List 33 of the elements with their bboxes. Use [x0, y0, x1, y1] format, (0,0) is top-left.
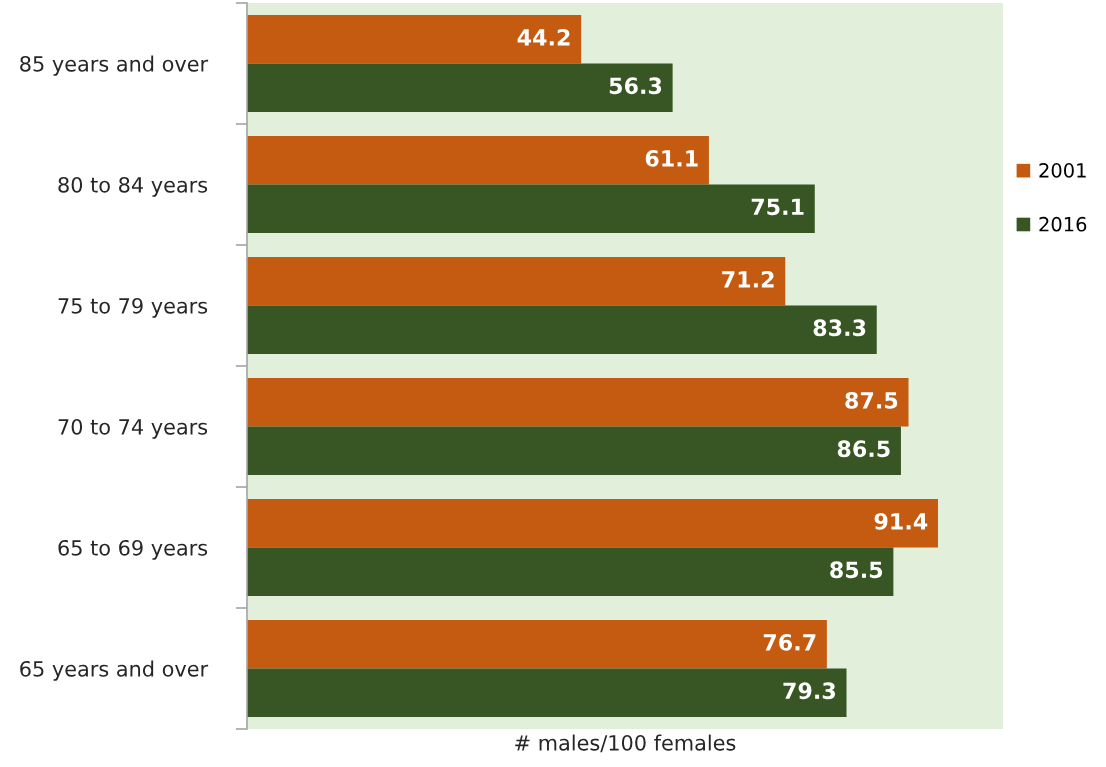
y-tick-label: 65 years and over — [20, 660, 209, 681]
data-label: 76.7 — [763, 633, 816, 651]
bar — [247, 668, 847, 717]
bar — [247, 499, 938, 548]
bar — [247, 184, 815, 233]
bar — [247, 620, 827, 669]
x-axis-title: # males/100 females — [515, 734, 736, 753]
y-tick-label: 70 to 74 years — [58, 418, 208, 439]
data-label: 71.2 — [722, 270, 774, 288]
legend-label: 2001 — [1039, 163, 1086, 178]
bar — [247, 378, 909, 427]
bar — [247, 426, 901, 475]
bar — [247, 63, 673, 112]
bar — [247, 305, 877, 354]
data-label: 85.5 — [830, 561, 883, 579]
data-label: 56.3 — [609, 77, 662, 95]
y-tick-label: 75 to 79 years — [58, 297, 208, 318]
bar — [247, 547, 894, 596]
data-label: 79.3 — [783, 682, 836, 700]
data-label: 87.5 — [845, 391, 898, 409]
data-label: 83.3 — [813, 319, 866, 337]
data-label: 75.1 — [751, 198, 804, 216]
y-tick-label: 80 to 84 years — [58, 176, 208, 197]
bar — [247, 257, 786, 306]
y-tick-label: 85 years and over — [20, 55, 209, 76]
data-label: 86.5 — [837, 440, 890, 458]
data-label: 91.4 — [874, 512, 928, 530]
legend-label: 2016 — [1039, 216, 1087, 232]
bar — [247, 136, 709, 185]
data-label: 44.2 — [517, 28, 570, 46]
data-label: 61.1 — [645, 149, 698, 167]
bar — [247, 15, 582, 64]
y-tick-label: 65 to 69 years — [58, 539, 208, 560]
